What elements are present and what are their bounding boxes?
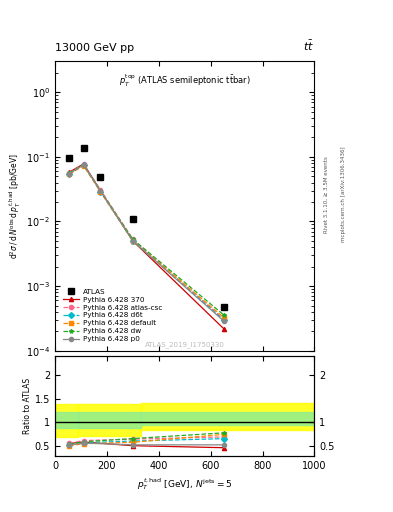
Pythia 6.428 default (130, 238, 135, 244)
ATLAS (130, 216, 135, 222)
ATLAS (98, 175, 103, 181)
Pythia 6.428 370 (67, 169, 72, 175)
Line: ATLAS: ATLAS (66, 145, 227, 310)
Line: Pythia 6.428 d6t: Pythia 6.428 d6t (67, 163, 226, 322)
Pythia 6.428 dw (130, 236, 135, 242)
Text: Rivet 3.1.10, ≥ 3.5M events: Rivet 3.1.10, ≥ 3.5M events (324, 156, 329, 233)
Pythia 6.428 d6t (221, 317, 226, 323)
Pythia 6.428 p0 (81, 162, 86, 168)
Pythia 6.428 370 (130, 238, 135, 244)
Pythia 6.428 dw (67, 170, 72, 176)
Pythia 6.428 atlas-csc (221, 316, 226, 322)
Pythia 6.428 dw (81, 161, 86, 167)
Pythia 6.428 d6t (67, 170, 72, 177)
Text: ATLAS_2019_I1750330: ATLAS_2019_I1750330 (145, 341, 225, 348)
X-axis label: $p_T^{t,\mathrm{had}}$ [GeV], $N^\mathrm{jets} = 5$: $p_T^{t,\mathrm{had}}$ [GeV], $N^\mathrm… (137, 476, 232, 492)
Pythia 6.428 d6t (81, 162, 86, 168)
Text: $p_T^\mathrm{top}$ (ATLAS semileptonic t$\bar{\rm t}$bar): $p_T^\mathrm{top}$ (ATLAS semileptonic t… (119, 73, 251, 89)
Pythia 6.428 d6t (98, 188, 103, 195)
ATLAS (67, 155, 72, 161)
ATLAS (81, 145, 86, 152)
Pythia 6.428 atlas-csc (130, 236, 135, 242)
Pythia 6.428 default (81, 163, 86, 169)
Y-axis label: Ratio to ATLAS: Ratio to ATLAS (23, 378, 32, 434)
Pythia 6.428 dw (98, 187, 103, 194)
Pythia 6.428 p0 (67, 170, 72, 177)
Line: Pythia 6.428 default: Pythia 6.428 default (67, 164, 226, 319)
Line: Pythia 6.428 atlas-csc: Pythia 6.428 atlas-csc (67, 162, 226, 321)
Text: $t\bar{t}$: $t\bar{t}$ (303, 38, 314, 53)
Pythia 6.428 d6t (130, 238, 135, 244)
Line: Pythia 6.428 p0: Pythia 6.428 p0 (67, 163, 226, 323)
Legend: ATLAS, Pythia 6.428 370, Pythia 6.428 atlas-csc, Pythia 6.428 d6t, Pythia 6.428 : ATLAS, Pythia 6.428 370, Pythia 6.428 at… (61, 287, 164, 344)
Pythia 6.428 atlas-csc (67, 169, 72, 176)
Pythia 6.428 default (67, 171, 72, 177)
Text: 13000 GeV pp: 13000 GeV pp (55, 43, 134, 53)
Pythia 6.428 p0 (98, 187, 103, 194)
Pythia 6.428 p0 (130, 238, 135, 244)
Pythia 6.428 default (98, 188, 103, 195)
Pythia 6.428 dw (221, 312, 226, 318)
Text: mcplots.cern.ch [arXiv:1306.3436]: mcplots.cern.ch [arXiv:1306.3436] (342, 147, 346, 242)
Line: Pythia 6.428 dw: Pythia 6.428 dw (67, 162, 226, 317)
Pythia 6.428 p0 (221, 318, 226, 324)
Pythia 6.428 370 (98, 187, 103, 194)
ATLAS (221, 304, 226, 310)
Pythia 6.428 atlas-csc (98, 187, 103, 193)
Pythia 6.428 default (221, 314, 226, 321)
Line: Pythia 6.428 370: Pythia 6.428 370 (67, 162, 226, 331)
Pythia 6.428 370 (81, 161, 86, 167)
Pythia 6.428 atlas-csc (81, 161, 86, 167)
Pythia 6.428 370 (221, 326, 226, 332)
Y-axis label: $\mathrm{d}^2\sigma\,/\,\mathrm{d}\,N^\mathrm{obs}\,\mathrm{d}\,p_T^{t,\mathrm{h: $\mathrm{d}^2\sigma\,/\,\mathrm{d}\,N^\m… (8, 153, 23, 259)
